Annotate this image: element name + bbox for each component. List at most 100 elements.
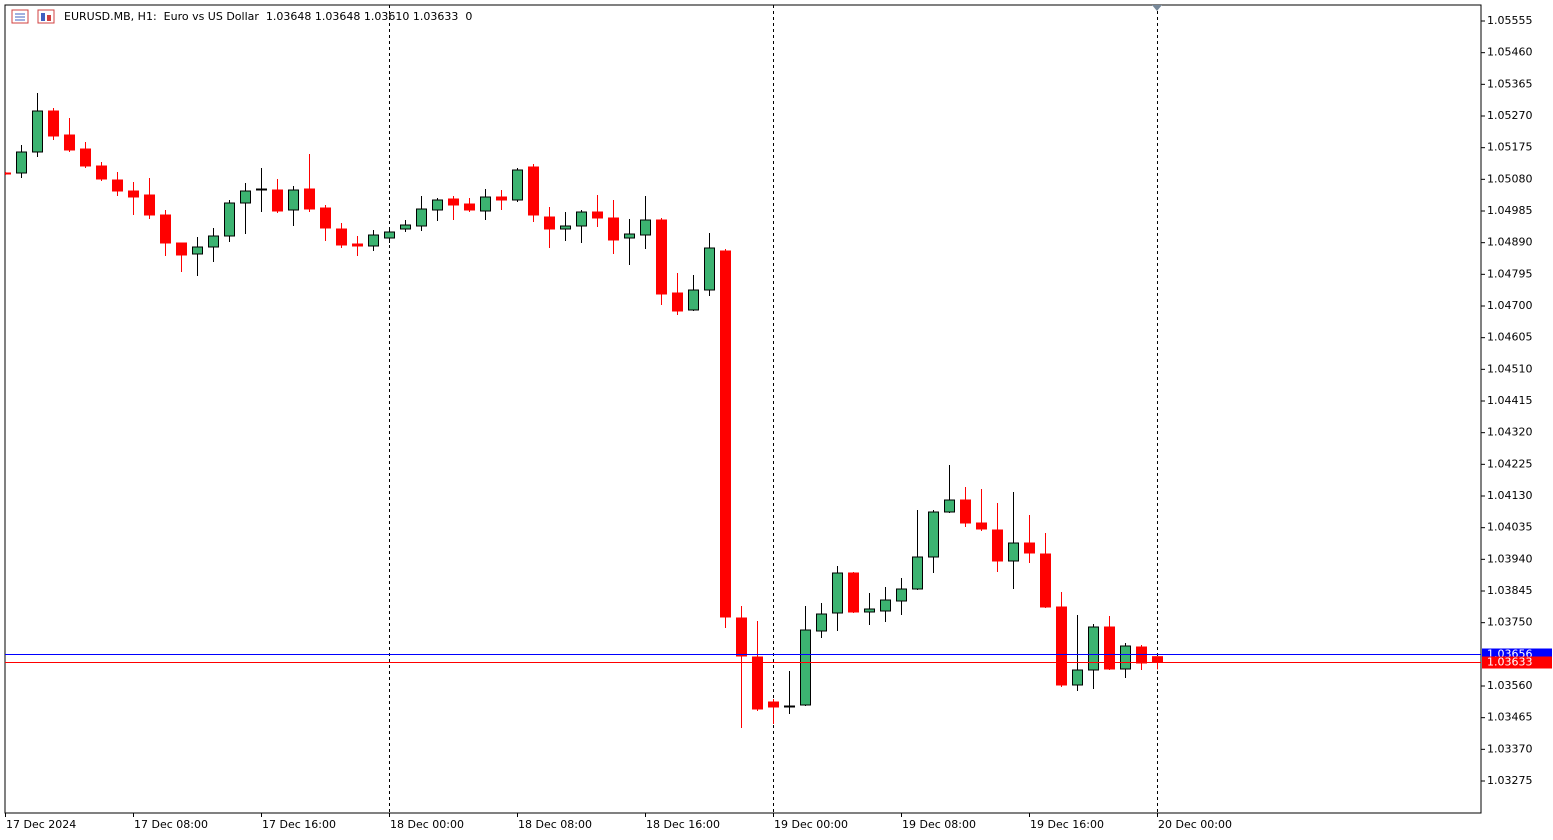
candle-body — [736, 617, 747, 657]
candle-body — [992, 529, 1003, 562]
candle-body — [912, 556, 923, 590]
candle-body — [576, 211, 587, 227]
candle-body — [112, 179, 123, 192]
y-tick-label: 1.04225 — [1487, 457, 1533, 470]
y-tick-label: 1.04035 — [1487, 521, 1533, 534]
candle-body — [672, 292, 683, 312]
candle-body — [928, 511, 939, 558]
candle-body — [512, 169, 523, 201]
candle-body — [448, 198, 459, 206]
candle-body — [640, 219, 651, 236]
candle-body — [400, 224, 411, 230]
y-tick-label: 1.04890 — [1487, 236, 1533, 249]
candle-body — [240, 190, 251, 204]
x-tick-label: 19 Dec 08:00 — [902, 818, 976, 831]
y-tick-label: 1.05365 — [1487, 77, 1533, 90]
candle-body — [1152, 656, 1163, 663]
candle-body — [896, 588, 907, 602]
candle-body — [64, 134, 75, 151]
candle-body — [608, 217, 619, 241]
candle-body — [800, 629, 811, 706]
y-tick-label: 1.04320 — [1487, 426, 1533, 439]
toolbar-icons — [11, 9, 55, 24]
candle-body — [464, 203, 475, 211]
candle-body — [80, 148, 91, 167]
y-tick-label: 1.03465 — [1487, 711, 1533, 724]
y-tick-label: 1.04510 — [1487, 362, 1533, 375]
x-tick-label: 17 Dec 08:00 — [134, 818, 208, 831]
y-tick-label: 1.03750 — [1487, 616, 1533, 629]
candle-body — [496, 196, 507, 201]
candle-body — [96, 165, 107, 180]
y-tick-label: 1.05460 — [1487, 46, 1533, 59]
x-tick-label: 18 Dec 16:00 — [646, 818, 720, 831]
candle-body — [480, 196, 491, 212]
x-tick-label: 17 Dec 16:00 — [262, 818, 336, 831]
y-tick-label: 1.03940 — [1487, 552, 1533, 565]
candle-body — [160, 214, 171, 244]
y-tick-label: 1.03560 — [1487, 679, 1533, 692]
candle-body — [176, 242, 187, 256]
y-tick-label: 1.04605 — [1487, 331, 1533, 344]
candle-body — [560, 225, 571, 230]
icon — [37, 9, 55, 24]
candle-body — [688, 289, 699, 311]
y-tick-label: 1.05175 — [1487, 141, 1533, 154]
candle-body — [288, 189, 299, 211]
candle-body — [544, 216, 555, 230]
candle-body — [816, 613, 827, 632]
day-separators — [389, 5, 1158, 813]
candle-body — [720, 250, 731, 618]
candle-body — [848, 572, 859, 613]
candle-body — [832, 572, 843, 614]
y-tick-label: 1.05270 — [1487, 109, 1533, 122]
price-label: 1.03633 — [1487, 656, 1533, 669]
x-tick-label: 17 Dec 2024 — [6, 818, 76, 831]
candle-body — [208, 235, 219, 248]
candle-body — [1056, 606, 1067, 686]
candle-body — [1024, 542, 1035, 554]
y-tick-label: 1.04700 — [1487, 299, 1533, 312]
x-tick-label: 18 Dec 08:00 — [518, 818, 592, 831]
candle-body — [1072, 669, 1083, 686]
x-tick-label: 20 Dec 00:00 — [1158, 818, 1232, 831]
candle-body — [1120, 645, 1131, 670]
candle-body — [304, 188, 315, 210]
candle-body — [144, 194, 155, 216]
candle-body — [624, 233, 635, 239]
candle-body — [944, 499, 955, 513]
x-tick-label: 18 Dec 00:00 — [390, 818, 464, 831]
icon — [47, 15, 51, 21]
candle-body — [784, 705, 795, 708]
candle-body — [272, 189, 283, 212]
plot — [5, 93, 1163, 728]
candle-body — [880, 599, 891, 612]
candle-body — [1088, 626, 1099, 671]
x-tick-label: 19 Dec 00:00 — [774, 818, 848, 831]
candle-body — [352, 243, 363, 247]
candle-body — [224, 202, 235, 237]
candle-body — [32, 110, 43, 153]
y-tick-label: 1.03845 — [1487, 584, 1533, 597]
candle-body — [368, 234, 379, 247]
chart-title: EURUSD.MB, H1: Euro vs US Dollar 1.03648… — [64, 10, 472, 23]
shift-marker — [1152, 5, 1162, 11]
candle-body — [16, 151, 27, 174]
candle-body — [320, 207, 331, 229]
candle-body — [336, 228, 347, 246]
y-tick-label: 1.03275 — [1487, 774, 1533, 787]
candle-body — [1008, 542, 1019, 562]
candle-body — [256, 188, 267, 191]
candle-body — [416, 208, 427, 227]
icon — [41, 13, 45, 21]
price-label-box — [1482, 656, 1552, 669]
y-tick-label: 1.04985 — [1487, 204, 1533, 217]
candle-body — [592, 211, 603, 219]
candle-body — [528, 166, 539, 216]
candle-body — [128, 190, 139, 198]
candle-body — [768, 701, 779, 708]
candle-body — [704, 247, 715, 291]
candle-body — [432, 199, 443, 211]
